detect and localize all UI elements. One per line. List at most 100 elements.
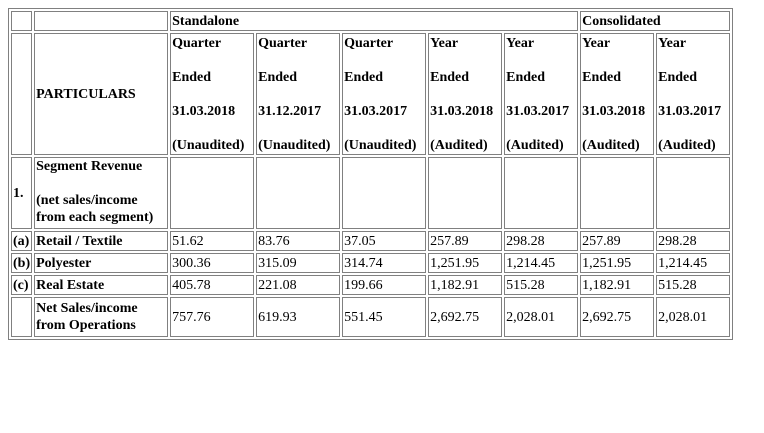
col-header-line: Ended	[258, 69, 298, 85]
col-header-line: Ended	[658, 69, 698, 85]
total-label-cell: Net Sales/income from Operations	[34, 297, 169, 337]
total-value-cell: 2,692.75	[580, 297, 655, 337]
value-cell: 257.89	[428, 231, 503, 251]
blank-cell	[656, 157, 731, 229]
col-header-line: Year	[582, 35, 611, 51]
value-cell: 199.66	[342, 275, 427, 295]
col-header-line: Ended	[430, 69, 470, 85]
section-title-cell: Segment Revenue (net sales/income from e…	[34, 157, 169, 229]
total-value-cell: 619.93	[256, 297, 341, 337]
col-header-line: (Audited)	[430, 137, 488, 153]
blank-cell	[11, 11, 33, 31]
total-label: from Operations	[36, 318, 136, 333]
col-header-line: Year	[658, 35, 687, 51]
row-id: (a)	[11, 231, 33, 251]
total-label: Net Sales/income	[36, 301, 138, 316]
consolidated-header: Consolidated	[580, 11, 731, 31]
value-cell: 298.28	[504, 231, 579, 251]
col-header-line: Quarter	[344, 35, 394, 51]
col-header-line: Year	[506, 35, 535, 51]
value-cell: 1,182.91	[580, 275, 655, 295]
blank-cell	[34, 11, 169, 31]
col-header-line: 31.03.2017	[344, 103, 408, 119]
total-value-cell: 2,028.01	[656, 297, 731, 337]
total-value-cell: 2,692.75	[428, 297, 503, 337]
blank-cell	[428, 157, 503, 229]
col-header-line: (Unaudited)	[344, 137, 417, 153]
col-header-line: (Unaudited)	[172, 137, 245, 153]
blank-cell	[504, 157, 579, 229]
col-header-line: Year	[430, 35, 459, 51]
col-header-line: 31.03.2017	[506, 103, 570, 119]
table-row: (c) Real Estate 405.78 221.08 199.66 1,1…	[11, 275, 731, 295]
col-header-line: (Audited)	[658, 137, 716, 153]
value-cell: 37.05	[342, 231, 427, 251]
col-header-line: Quarter	[258, 35, 308, 51]
col-header: Quarter Ended 31.12.2017 (Unaudited)	[256, 33, 341, 155]
table-row: (a) Retail / Textile 51.62 83.76 37.05 2…	[11, 231, 731, 251]
col-header-line: Ended	[506, 69, 546, 85]
row-id: (c)	[11, 275, 33, 295]
section-subtitle: from each segment)	[36, 210, 154, 225]
value-cell: 298.28	[656, 231, 731, 251]
financial-table-wrapper: Standalone Consolidated PARTICULARS Quar…	[8, 8, 734, 340]
value-cell: 515.28	[656, 275, 731, 295]
value-cell: 315.09	[256, 253, 341, 273]
section-number: 1.	[11, 157, 33, 229]
total-value-cell: 757.76	[170, 297, 255, 337]
col-header-line: (Audited)	[582, 137, 640, 153]
value-cell: 51.62	[170, 231, 255, 251]
value-cell: 405.78	[170, 275, 255, 295]
section-row: 1. Segment Revenue (net sales/income fro…	[11, 157, 731, 229]
group-header-row: Standalone Consolidated	[11, 11, 731, 31]
row-id: (b)	[11, 253, 33, 273]
section-title: Segment Revenue	[36, 159, 143, 174]
col-header-line: 31.03.2018	[172, 103, 236, 119]
column-header-row: PARTICULARS Quarter Ended 31.03.2018 (Un…	[11, 33, 731, 155]
col-header-line: 31.03.2018	[582, 103, 646, 119]
col-header-line: Ended	[172, 69, 212, 85]
value-cell: 1,214.45	[656, 253, 731, 273]
blank-cell	[170, 157, 255, 229]
col-header: Quarter Ended 31.03.2018 (Unaudited)	[170, 33, 255, 155]
row-label: Real Estate	[34, 275, 169, 295]
standalone-header: Standalone	[170, 11, 579, 31]
col-header-line: 31.12.2017	[258, 103, 322, 119]
blank-cell	[580, 157, 655, 229]
col-header-line: (Audited)	[506, 137, 564, 153]
blank-cell	[342, 157, 427, 229]
col-header: Year Ended 31.03.2018 (Audited)	[580, 33, 655, 155]
col-header: Year Ended 31.03.2018 (Audited)	[428, 33, 503, 155]
value-cell: 1,214.45	[504, 253, 579, 273]
value-cell: 83.76	[256, 231, 341, 251]
value-cell: 1,251.95	[580, 253, 655, 273]
col-header-line: Ended	[582, 69, 622, 85]
total-value-cell: 551.45	[342, 297, 427, 337]
particulars-header: PARTICULARS	[34, 33, 169, 155]
row-label: Retail / Textile	[34, 231, 169, 251]
col-header-line: 31.03.2017	[658, 103, 722, 119]
col-header-line: 31.03.2018	[430, 103, 494, 119]
col-header-line: Ended	[344, 69, 384, 85]
total-row: Net Sales/income from Operations 757.76 …	[11, 297, 731, 337]
total-value-cell: 2,028.01	[504, 297, 579, 337]
value-cell: 221.08	[256, 275, 341, 295]
blank-cell	[256, 157, 341, 229]
col-header: Quarter Ended 31.03.2017 (Unaudited)	[342, 33, 427, 155]
col-header-line: (Unaudited)	[258, 137, 331, 153]
section-subtitle: (net sales/income	[36, 193, 138, 208]
table-row: (b) Polyester 300.36 315.09 314.74 1,251…	[11, 253, 731, 273]
col-header: Year Ended 31.03.2017 (Audited)	[656, 33, 731, 155]
segment-revenue-table: Standalone Consolidated PARTICULARS Quar…	[8, 8, 734, 340]
value-cell: 314.74	[342, 253, 427, 273]
value-cell: 1,251.95	[428, 253, 503, 273]
col-header: Year Ended 31.03.2017 (Audited)	[504, 33, 579, 155]
value-cell: 257.89	[580, 231, 655, 251]
value-cell: 1,182.91	[428, 275, 503, 295]
col-header-line: Quarter	[172, 35, 222, 51]
value-cell: 515.28	[504, 275, 579, 295]
row-label: Polyester	[34, 253, 169, 273]
value-cell: 300.36	[170, 253, 255, 273]
blank-cell	[11, 33, 33, 155]
blank-cell	[11, 297, 33, 337]
